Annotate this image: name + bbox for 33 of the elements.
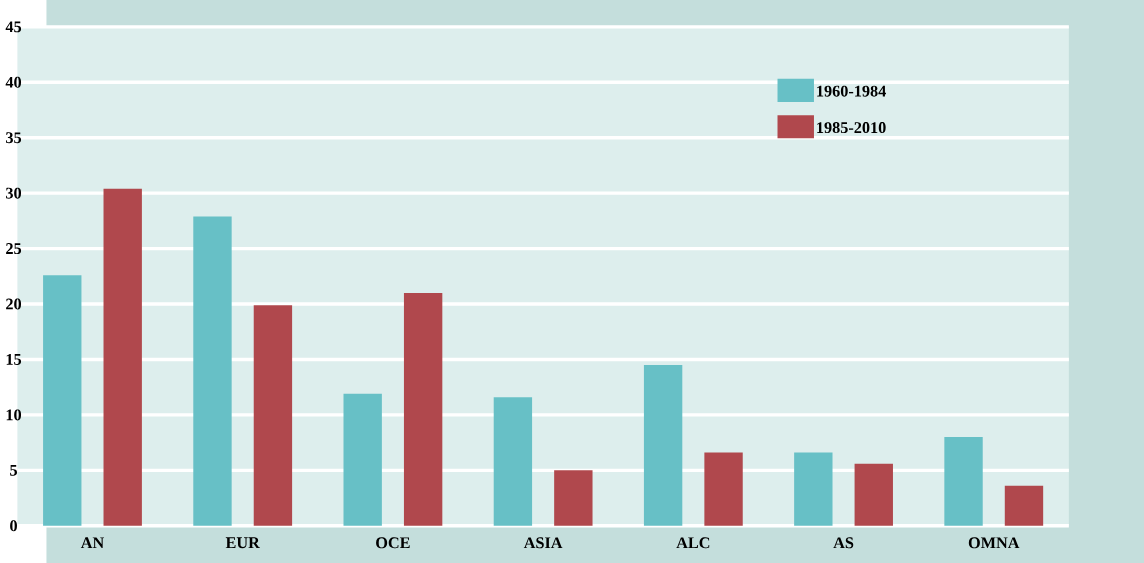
legend-label: 1960-1984 [817, 85, 886, 97]
bar [43, 275, 82, 526]
y-tick-label: 0 [10, 520, 17, 532]
bar [193, 216, 232, 526]
y-tick-label: 15 [6, 353, 22, 365]
y-tick-label: 20 [6, 298, 22, 310]
y-tick-label: 40 [5, 76, 22, 88]
bar [554, 470, 593, 526]
x-tick-label: OMNA [968, 537, 1020, 549]
y-tick-label: 45 [5, 21, 22, 33]
bar [944, 436, 983, 526]
x-tick-label: AN [80, 537, 105, 549]
bar [854, 463, 893, 526]
bar [343, 393, 382, 526]
bar [643, 364, 683, 526]
bar [1004, 485, 1044, 526]
y-tick-label: 10 [6, 409, 22, 421]
x-tick-label: ALC [676, 537, 710, 549]
bar [253, 305, 293, 526]
y-tick-label: 35 [6, 132, 22, 144]
bar [704, 452, 743, 526]
bar [794, 452, 833, 526]
y-tick-label: 30 [6, 187, 22, 199]
y-tick-label: 25 [6, 243, 22, 254]
legend-label: 1985-2010 [817, 122, 886, 134]
bar [403, 292, 443, 526]
bar [103, 188, 142, 526]
bar [493, 397, 533, 526]
y-tick-label: 5 [10, 464, 18, 476]
x-tick-label: AS [833, 537, 854, 549]
x-tick-label: ASIA [523, 537, 563, 549]
x-tick-label: OCE [376, 537, 410, 549]
x-tick-label: EUR [225, 537, 260, 549]
